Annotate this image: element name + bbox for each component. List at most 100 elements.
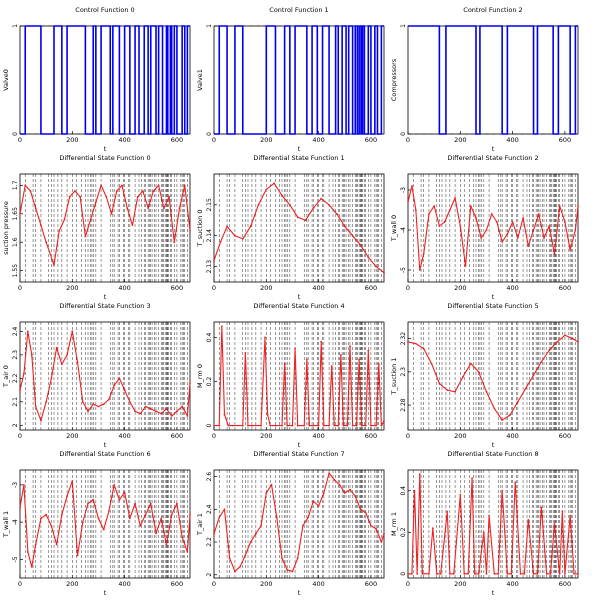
data-point	[514, 481, 517, 484]
data-point	[45, 513, 48, 516]
y-tick-label: 1	[206, 24, 213, 28]
data-point	[105, 195, 108, 198]
data-point	[380, 541, 383, 543]
data-point	[549, 572, 552, 575]
data-point	[418, 269, 421, 271]
data-point	[471, 477, 473, 480]
chart-panel-7: Differential State Function 4 0 200 400 600 t…	[196, 302, 385, 449]
data-point	[523, 572, 526, 575]
chart-title: Differential State Function 5	[447, 302, 538, 310]
data-point	[19, 506, 21, 509]
data-point	[446, 510, 449, 513]
y-axis-label: suction pressure	[2, 201, 10, 255]
y-tick-label: 0	[400, 132, 407, 136]
data-point	[355, 424, 358, 427]
data-point	[45, 241, 48, 244]
data-point	[97, 517, 100, 520]
data-point	[305, 358, 308, 361]
data-point	[493, 572, 496, 575]
data-point	[553, 253, 556, 255]
data-point	[308, 424, 311, 427]
y-tick-label: 2.4	[206, 504, 213, 514]
data-point	[370, 424, 372, 427]
data-point	[537, 213, 540, 215]
data-point	[71, 480, 74, 483]
data-point	[251, 424, 253, 427]
data-point	[181, 536, 184, 538]
data-point	[76, 361, 79, 363]
x-tick-label: 600	[171, 432, 183, 440]
data-point	[454, 197, 456, 199]
data-point	[226, 225, 228, 228]
state-series-line	[407, 334, 579, 421]
x-tick-label: 600	[171, 136, 183, 144]
data-point	[23, 372, 25, 375]
data-point	[571, 337, 574, 340]
x-tick-label: 200	[260, 580, 272, 588]
data-point	[469, 362, 472, 365]
data-point	[19, 212, 21, 215]
data-point	[241, 424, 244, 427]
x-tick-label: 400	[506, 580, 518, 588]
data-point	[328, 203, 330, 206]
data-point	[438, 225, 441, 227]
x-tick-label: 400	[506, 284, 518, 292]
data-point	[223, 508, 226, 511]
data-point	[296, 424, 299, 427]
chart-title: Control Function 0	[75, 6, 134, 14]
data-point	[149, 407, 152, 410]
data-point	[577, 341, 579, 343]
data-point	[312, 424, 315, 427]
data-point	[97, 405, 100, 408]
data-point	[438, 382, 441, 385]
plot-frame	[19, 321, 191, 431]
data-point	[558, 572, 561, 575]
data-point	[375, 424, 378, 427]
data-point	[496, 221, 498, 223]
data-point	[113, 483, 116, 486]
x-tick-label: 200	[66, 136, 78, 144]
data-point	[370, 524, 372, 527]
data-point	[545, 572, 548, 575]
data-point	[234, 570, 236, 573]
data-point	[26, 551, 29, 553]
control-series-line	[20, 25, 190, 135]
data-point	[569, 249, 572, 251]
data-point	[564, 221, 566, 223]
data-point	[482, 531, 485, 534]
data-point	[288, 203, 291, 206]
data-point	[228, 557, 231, 560]
plot-frame	[213, 469, 385, 579]
x-tick-label: 400	[312, 284, 324, 292]
data-point	[234, 234, 236, 237]
x-axis-label: t	[104, 293, 107, 301]
data-point	[336, 213, 338, 216]
x-tick-label: 600	[365, 432, 377, 440]
data-point	[485, 390, 488, 393]
plot-frame	[213, 173, 385, 283]
x-axis-label: t	[492, 293, 495, 301]
data-point	[71, 330, 74, 333]
x-tick-label: 200	[454, 580, 466, 588]
chart-panel-3: Differential State Function 0 0 200 400 600 t…	[2, 154, 191, 301]
data-point	[40, 517, 42, 520]
y-tick-label: 2.13	[206, 260, 213, 274]
x-tick-label: 200	[66, 284, 78, 292]
x-tick-label: 0	[212, 432, 216, 440]
y-tick-label: 1	[400, 24, 407, 28]
data-point	[155, 410, 157, 413]
x-axis-label: t	[492, 589, 495, 597]
data-point	[422, 253, 425, 255]
data-point	[281, 557, 283, 560]
data-point	[102, 403, 105, 406]
state-series-line	[213, 182, 385, 274]
data-point	[561, 510, 564, 513]
x-tick-label: 600	[365, 284, 377, 292]
data-point	[274, 424, 277, 427]
x-tick-label: 200	[454, 432, 466, 440]
data-point	[383, 532, 385, 535]
data-point	[291, 424, 294, 427]
data-point	[349, 488, 351, 491]
data-point	[338, 483, 341, 486]
y-axis-label: M_rm 1	[390, 512, 398, 536]
